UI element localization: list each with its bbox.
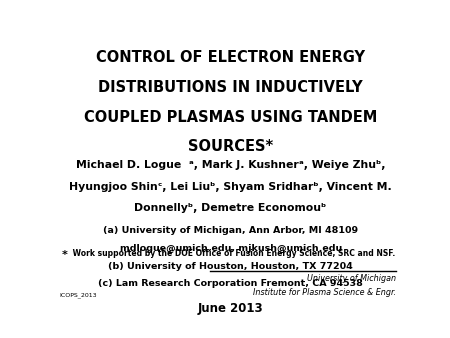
Text: (b) University of Houston, Houston, TX 77204: (b) University of Houston, Houston, TX 7… <box>108 262 353 271</box>
Text: (c) Lam Research Corporation Fremont, CA 94538: (c) Lam Research Corporation Fremont, CA… <box>98 280 363 288</box>
Text: *: * <box>62 250 68 260</box>
Text: Work supported by the DOE Office of Fusion Energy Science, SRC and NSF.: Work supported by the DOE Office of Fusi… <box>69 249 395 258</box>
Text: CONTROL OF ELECTRON ENERGY: CONTROL OF ELECTRON ENERGY <box>96 50 365 65</box>
Text: Institute for Plasma Science & Engr.: Institute for Plasma Science & Engr. <box>253 288 396 297</box>
Text: COUPLED PLASMAS USING TANDEM: COUPLED PLASMAS USING TANDEM <box>84 110 377 124</box>
Text: University of Michigan: University of Michigan <box>307 274 396 283</box>
Text: mdlogue@umich.edu, mjkush@umich.edu: mdlogue@umich.edu, mjkush@umich.edu <box>120 244 342 253</box>
Text: SOURCES*: SOURCES* <box>188 140 273 154</box>
Text: DISTRIBUTIONS IN INDUCTIVELY: DISTRIBUTIONS IN INDUCTIVELY <box>98 80 363 95</box>
Text: ICOPS_2013: ICOPS_2013 <box>60 292 97 298</box>
Text: Michael D. Logue  ᵃ, Mark J. Kushnerᵃ, Weiye Zhuᵇ,: Michael D. Logue ᵃ, Mark J. Kushnerᵃ, We… <box>76 160 385 170</box>
Text: (a) University of Michigan, Ann Arbor, MI 48109: (a) University of Michigan, Ann Arbor, M… <box>103 226 358 235</box>
Text: June 2013: June 2013 <box>198 303 263 315</box>
Text: Hyungjoo Shinᶜ, Lei Liuᵇ, Shyam Sridharᵇ, Vincent M.: Hyungjoo Shinᶜ, Lei Liuᵇ, Shyam Sridharᵇ… <box>69 182 392 192</box>
Text: Donnellyᵇ, Demetre Economouᵇ: Donnellyᵇ, Demetre Economouᵇ <box>135 203 327 213</box>
